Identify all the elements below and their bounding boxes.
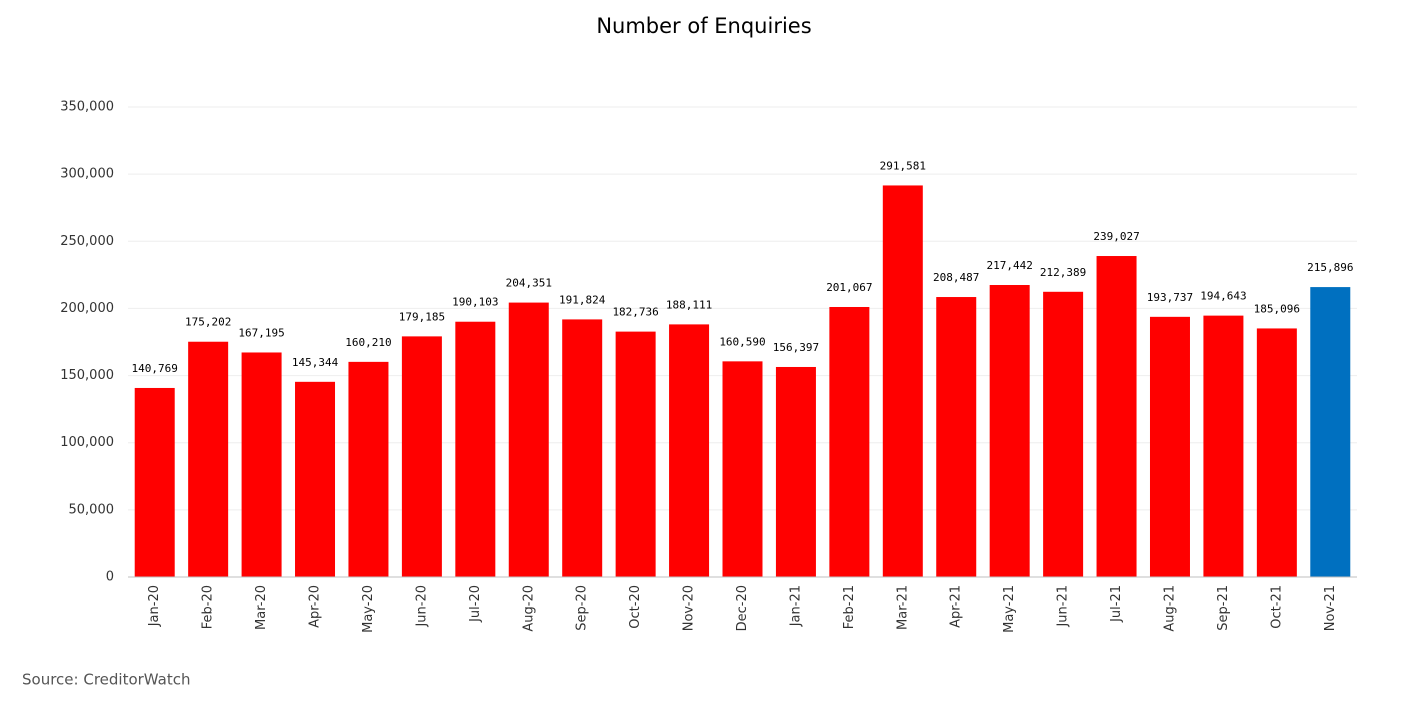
data-label: 208,487 — [933, 271, 979, 284]
x-tick-label: May-21 — [1002, 585, 1017, 633]
data-label: 204,351 — [506, 277, 552, 290]
data-label: 201,067 — [826, 281, 872, 294]
x-tick-label: Jul-20 — [468, 585, 483, 623]
data-label: 190,103 — [452, 296, 498, 309]
y-tick-label: 0 — [106, 570, 114, 585]
bar — [348, 361, 389, 577]
x-tick-label: Nov-20 — [682, 585, 697, 631]
y-tick-label: 350,000 — [60, 100, 114, 115]
x-tick-label: Aug-21 — [1162, 585, 1177, 632]
bar — [989, 285, 1030, 577]
data-label: 215,896 — [1307, 261, 1353, 274]
x-tick-label: Oct-20 — [628, 585, 643, 629]
data-label: 217,442 — [986, 259, 1032, 272]
x-tick-label: Nov-21 — [1323, 585, 1338, 631]
x-tick-label: Jan-20 — [147, 585, 162, 627]
x-tick-label: Dec-20 — [735, 585, 750, 631]
x-tick-label: Apr-20 — [308, 585, 323, 628]
bar — [241, 352, 282, 577]
bar — [1203, 315, 1244, 577]
y-tick-label: 300,000 — [60, 167, 114, 182]
data-label: 145,344 — [292, 356, 339, 369]
x-tick-label: Feb-21 — [842, 585, 857, 629]
x-tick-label: Sep-20 — [575, 585, 590, 631]
y-tick-label: 150,000 — [60, 368, 114, 383]
x-tick-label: Sep-21 — [1216, 585, 1231, 631]
data-label: 182,736 — [612, 306, 658, 319]
bar — [1310, 287, 1351, 577]
bar — [1256, 328, 1297, 577]
data-label: 175,202 — [185, 316, 231, 329]
data-label: 194,643 — [1200, 290, 1246, 303]
bar — [134, 387, 175, 577]
bar — [669, 324, 710, 577]
data-label: 191,824 — [559, 293, 606, 306]
x-tick-label: Jan-21 — [788, 585, 803, 627]
x-tick-label: Feb-20 — [201, 585, 216, 629]
x-tick-label: Jun-21 — [1056, 585, 1071, 628]
x-tick-label: Oct-21 — [1269, 585, 1284, 629]
x-tick-label: Jun-20 — [414, 585, 429, 628]
y-tick-label: 50,000 — [69, 502, 115, 517]
data-label: 291,581 — [880, 159, 926, 172]
source-note: Source: CreditorWatch — [22, 671, 191, 689]
data-label: 239,027 — [1093, 230, 1139, 243]
bar — [401, 336, 442, 577]
bar — [936, 297, 977, 577]
x-tick-label: Mar-20 — [254, 585, 269, 630]
bar — [882, 185, 923, 577]
bar — [508, 302, 549, 577]
bar — [615, 331, 656, 577]
y-tick-label: 200,000 — [60, 301, 114, 316]
bar — [722, 361, 763, 577]
data-label: 156,397 — [773, 341, 819, 354]
bar — [1149, 316, 1190, 577]
y-tick-label: 250,000 — [60, 234, 114, 249]
bar — [1043, 291, 1084, 577]
bar — [295, 381, 336, 577]
bar — [188, 341, 229, 577]
data-label: 160,210 — [345, 336, 391, 349]
data-label: 188,111 — [666, 298, 712, 311]
x-tick-label: Mar-21 — [895, 585, 910, 630]
x-tick-label: Apr-21 — [949, 585, 964, 628]
x-tick-label: Jul-21 — [1109, 585, 1124, 623]
data-label: 179,185 — [399, 310, 445, 323]
bar — [455, 321, 496, 577]
bar — [1096, 256, 1137, 577]
y-tick-label: 100,000 — [60, 435, 114, 450]
x-tick-label: Aug-20 — [521, 585, 536, 632]
data-label: 140,769 — [132, 362, 178, 375]
data-label: 212,389 — [1040, 266, 1086, 279]
data-label: 160,590 — [719, 335, 765, 348]
bar — [775, 366, 816, 577]
bar — [562, 319, 603, 577]
bar — [829, 306, 870, 577]
x-tick-label: May-20 — [361, 585, 376, 633]
data-label: 167,195 — [238, 326, 284, 339]
data-label: 193,737 — [1147, 291, 1193, 304]
data-label: 185,096 — [1254, 302, 1300, 315]
chart-title: Number of Enquiries — [596, 14, 811, 38]
